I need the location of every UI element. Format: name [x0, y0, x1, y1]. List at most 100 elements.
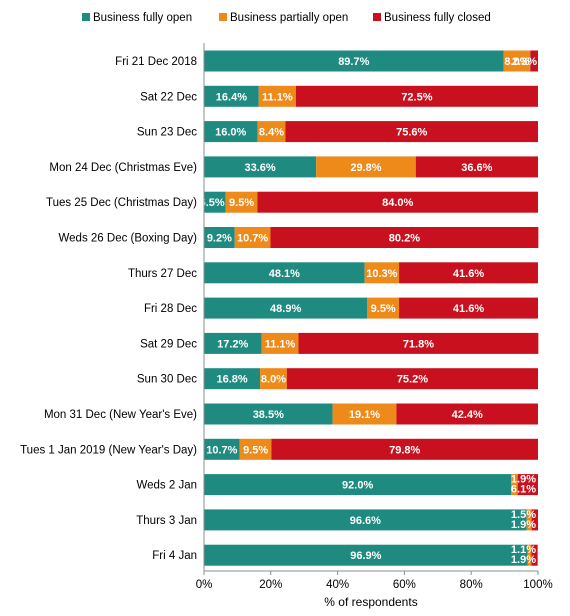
legend-swatch-1 — [219, 13, 227, 21]
data-label: 48.9% — [270, 303, 301, 315]
bar-segment — [204, 368, 261, 390]
category-label: Mon 31 Dec (New Year's Eve) — [44, 409, 197, 421]
data-label: 9.2% — [207, 233, 232, 245]
legend-swatch-0 — [82, 13, 90, 21]
data-label: 11.1% — [265, 338, 296, 350]
data-label: 36.6% — [461, 162, 492, 174]
x-tick-label: 20% — [259, 579, 282, 591]
bar-segment — [204, 509, 527, 531]
data-label: 9.5% — [371, 303, 396, 315]
category-label: Tues 25 Dec (Christmas Day) — [46, 197, 197, 209]
category-label: Weds 2 Jan — [136, 480, 197, 492]
data-label: 84.0% — [382, 197, 413, 209]
category-label: Thurs 27 Dec — [128, 268, 197, 280]
bar-segment — [258, 85, 296, 107]
data-label: 16.8% — [216, 374, 247, 386]
bar-segment — [531, 544, 538, 566]
bar-segment — [239, 438, 272, 460]
bar-segment — [332, 403, 397, 425]
data-label: 75.6% — [396, 127, 427, 139]
data-label: 6.5% — [200, 197, 225, 209]
bar-segment — [396, 403, 538, 425]
data-label: 8.0% — [261, 374, 286, 386]
bar-segment — [225, 191, 258, 213]
bar-segment — [204, 156, 317, 178]
bar-segment — [204, 227, 235, 248]
data-label: 16.0% — [215, 127, 246, 139]
bar-segment — [204, 474, 512, 496]
data-label: 33.6% — [245, 162, 276, 174]
bar-segment — [204, 297, 368, 319]
category-label: Fri 4 Jan — [152, 550, 197, 562]
legend-swatch-2 — [373, 13, 381, 21]
category-label: Sun 23 Dec — [137, 127, 197, 139]
data-label: 9.5% — [229, 197, 254, 209]
data-label: 16.4% — [216, 91, 247, 103]
bar-segment — [270, 227, 539, 248]
category-label: Fri 28 Dec — [144, 303, 197, 315]
bar-segment — [204, 332, 262, 354]
data-label: 79.8% — [389, 444, 420, 456]
bar-segment — [286, 368, 538, 390]
bar-segment — [527, 544, 532, 566]
bar-segment — [530, 50, 538, 72]
bar-segment — [285, 121, 538, 143]
bar-segment — [517, 474, 538, 496]
data-label: 89.7% — [338, 56, 369, 68]
bar-segment — [204, 191, 226, 213]
data-label: 8.0% — [504, 56, 529, 68]
data-label: 48.1% — [269, 268, 300, 280]
x-tick-label: 40% — [326, 579, 349, 591]
x-tick-label: 0% — [196, 579, 213, 591]
data-label: 10.7% — [237, 233, 268, 245]
legend-label-0: Business fully open — [93, 12, 192, 24]
data-label: 1.5% — [511, 509, 536, 521]
bar-segment — [367, 297, 400, 319]
x-axis-title: % of respondents — [324, 595, 417, 609]
data-label: 1.9% — [511, 474, 536, 486]
data-label: 96.6% — [350, 515, 381, 527]
data-label: 75.2% — [397, 374, 428, 386]
bar-segment — [399, 262, 538, 284]
data-label: 41.6% — [453, 303, 484, 315]
bar-segment — [503, 50, 531, 72]
bar-segment — [204, 85, 259, 107]
data-label: 11.1% — [262, 91, 293, 103]
data-label: 10.3% — [366, 268, 397, 280]
x-tick-label: 80% — [460, 579, 483, 591]
bar-segment — [531, 509, 538, 531]
bar-segment — [298, 332, 539, 354]
bar-segment — [316, 156, 416, 178]
x-axis: % of respondents 0% 20% 40% 60% 80% 100% — [196, 43, 553, 609]
category-label: Thurs 3 Jan — [136, 515, 197, 527]
data-label: 19.1% — [349, 409, 380, 421]
data-label: 72.5% — [401, 91, 432, 103]
data-label: 29.8% — [350, 162, 381, 174]
data-label: 2.3% — [512, 56, 537, 68]
bar-segment — [261, 332, 299, 354]
data-label: 96.9% — [350, 550, 381, 562]
x-tick-label: 60% — [393, 579, 416, 591]
category-label: Weds 26 Dec (Boxing Day) — [59, 233, 198, 245]
bar-segment — [526, 509, 532, 531]
bar-segment — [204, 438, 240, 460]
data-label: 38.5% — [253, 409, 284, 421]
category-label: Mon 24 Dec (Christmas Eve) — [49, 162, 197, 174]
data-label: 42.4% — [452, 409, 483, 421]
category-label: Tues 1 Jan 2019 (New Year's Day) — [20, 444, 197, 456]
category-label: Fri 21 Dec 2018 — [115, 56, 197, 68]
category-label: Sat 29 Dec — [140, 338, 197, 350]
bar-segment — [415, 156, 538, 178]
data-label: 41.6% — [453, 268, 484, 280]
data-label: 80.2% — [389, 233, 420, 245]
bar-segment — [204, 50, 504, 72]
bar-segment — [257, 191, 538, 213]
data-label: 8.4% — [259, 127, 284, 139]
category-label: Sat 22 Dec — [140, 91, 197, 103]
legend-label-1: Business partially open — [230, 12, 348, 24]
x-tick-label: 100% — [523, 579, 552, 591]
bar-segment — [271, 438, 538, 460]
bar-segment — [204, 262, 365, 284]
category-label: Sun 30 Dec — [137, 374, 197, 386]
bar-segment — [295, 85, 538, 107]
